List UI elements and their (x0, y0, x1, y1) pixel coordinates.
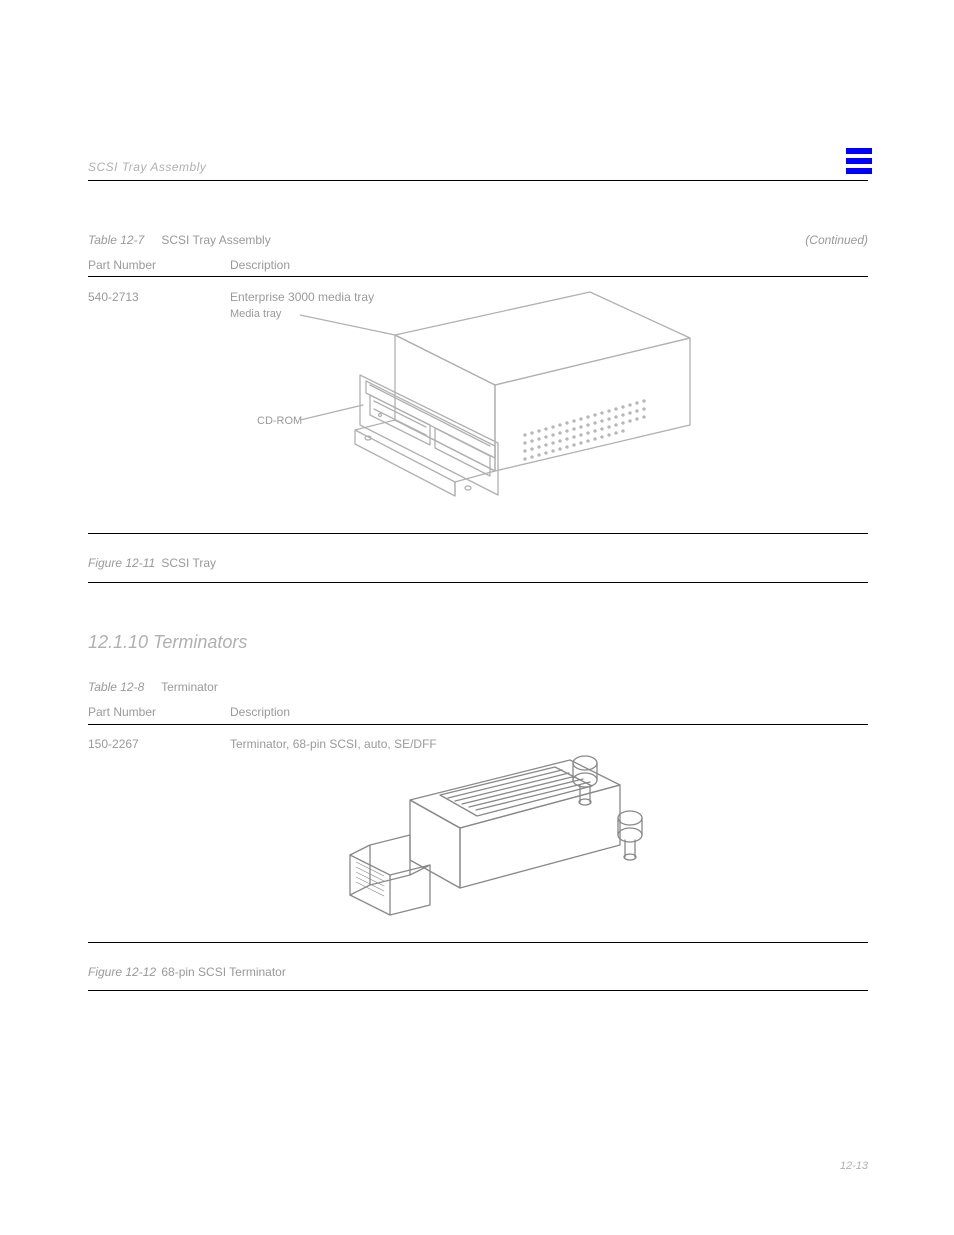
menu-bar (846, 148, 872, 154)
page: SCSI Tray Assembly Table 12-7 SCSI Tray … (0, 0, 954, 1235)
menu-bar (846, 158, 872, 164)
table-b-title: Terminator (161, 680, 218, 694)
terminator-figure (320, 740, 660, 940)
table-a-col-desc: Description (230, 258, 290, 272)
page-footer: 12-13 (88, 1160, 868, 1172)
scsi-tray-figure (300, 285, 710, 515)
table-b-col-desc: Description (230, 705, 290, 719)
rule-table-b-top (88, 724, 868, 725)
table-b-col-partnum: Part Number (88, 705, 156, 719)
table-b-row-partnum: 150-2267 (88, 737, 139, 751)
table-a-num: Table 12-7 (88, 233, 158, 247)
rule-top (88, 180, 868, 181)
footer-page-number: 12-13 (840, 1160, 868, 1172)
table-b-header: Table 12-8 Terminator (88, 680, 868, 694)
menu-bar (846, 168, 872, 174)
figure-a-caption: Figure 12-11 SCSI Tray (88, 556, 868, 570)
callout-cdrom: CD-ROM (257, 415, 302, 427)
table-a-col-partnum: Part Number (88, 258, 156, 272)
figure-a-num: Figure 12-11 (88, 556, 158, 570)
table-a-title: SCSI Tray Assembly (161, 233, 270, 247)
rule-table-b-bottom (88, 942, 868, 943)
table-a-continued: (Continued) (805, 233, 868, 247)
figure-b-caption: Figure 12-12 68-pin SCSI Terminator (88, 965, 868, 979)
figure-b-num: Figure 12-12 (88, 965, 158, 979)
menu-icon[interactable] (846, 148, 872, 174)
callout-media-tray: Media tray (230, 308, 281, 320)
section-label: SCSI Tray Assembly (88, 160, 206, 174)
rule-caption-a-bottom (88, 582, 868, 583)
table-a-row-partnum: 540-2713 (88, 290, 139, 304)
table-b-num: Table 12-8 (88, 680, 158, 694)
rule-table-a-top (88, 276, 868, 277)
figure-b-title: 68-pin SCSI Terminator (161, 965, 286, 979)
table-a-header: Table 12-7 SCSI Tray Assembly (Continued… (88, 233, 868, 247)
terminators-heading: 12.1.10 Terminators (88, 632, 247, 653)
figure-a-title: SCSI Tray (161, 556, 216, 570)
rule-caption-b-bottom (88, 990, 868, 991)
rule-table-a-bottom (88, 533, 868, 534)
